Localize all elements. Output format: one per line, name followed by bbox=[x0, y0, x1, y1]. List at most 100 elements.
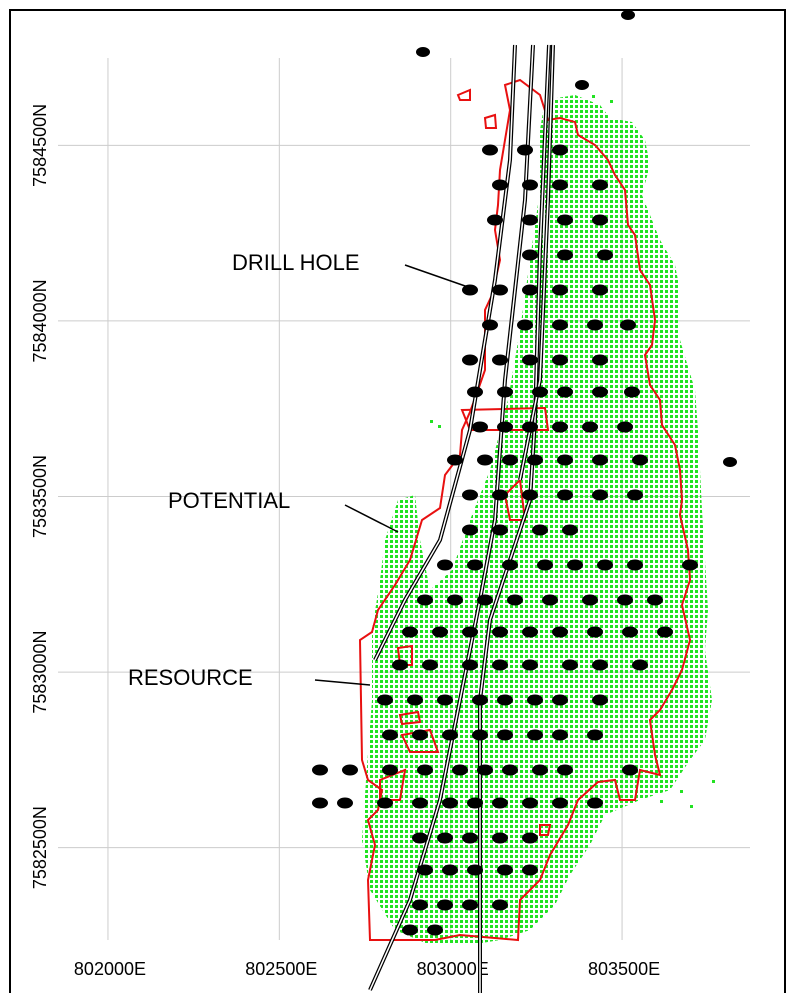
drill-hole bbox=[417, 765, 433, 776]
drill-hole bbox=[522, 627, 538, 638]
drill-hole bbox=[620, 320, 636, 331]
drill-hole bbox=[587, 320, 603, 331]
drill-hole bbox=[527, 695, 543, 706]
drill-hole bbox=[492, 833, 508, 844]
potential-speck bbox=[592, 95, 595, 98]
drill-hole bbox=[507, 595, 523, 606]
drill-hole bbox=[627, 560, 643, 571]
drill-hole bbox=[412, 833, 428, 844]
drill-hole bbox=[582, 595, 598, 606]
drill-hole bbox=[557, 250, 573, 261]
drill-hole bbox=[522, 180, 538, 191]
drill-hole bbox=[522, 798, 538, 809]
drill-hole bbox=[552, 320, 568, 331]
drill-hole bbox=[472, 730, 488, 741]
drill-hole bbox=[502, 455, 518, 466]
drill-hole bbox=[477, 455, 493, 466]
potential-speck bbox=[438, 425, 441, 428]
drill-hole bbox=[492, 660, 508, 671]
drill-hole bbox=[447, 455, 463, 466]
drill-hole bbox=[412, 730, 428, 741]
drill-hole bbox=[412, 798, 428, 809]
drill-hole bbox=[407, 695, 423, 706]
drill-hole bbox=[527, 730, 543, 741]
drill-hole bbox=[587, 730, 603, 741]
drill-hole bbox=[467, 560, 483, 571]
drill-hole bbox=[587, 798, 603, 809]
northing-tick-label: 7583500N bbox=[30, 455, 50, 538]
drill-hole bbox=[682, 560, 698, 571]
drill-hole bbox=[522, 660, 538, 671]
drill-hole bbox=[517, 145, 533, 156]
drill-hole bbox=[592, 387, 608, 398]
potential-speck bbox=[680, 790, 683, 793]
potential-speck bbox=[610, 100, 613, 103]
drill-hole bbox=[492, 900, 508, 911]
drill-hole bbox=[562, 660, 578, 671]
drill-hole bbox=[597, 560, 613, 571]
drill-hole bbox=[532, 525, 548, 536]
drill-hole bbox=[552, 285, 568, 296]
drill-hole bbox=[527, 455, 543, 466]
drill-hole bbox=[477, 765, 493, 776]
resource-outline-label: RESOURCE bbox=[128, 665, 253, 690]
drill-hole bbox=[467, 387, 483, 398]
drill-hole bbox=[467, 798, 483, 809]
drill-hole bbox=[592, 660, 608, 671]
drill-hole bbox=[462, 660, 478, 671]
drill-hole bbox=[422, 660, 438, 671]
drill-hole bbox=[632, 660, 648, 671]
drill-hole bbox=[522, 422, 538, 433]
drill-hole bbox=[462, 525, 478, 536]
drill-hole bbox=[552, 695, 568, 706]
northing-tick-label: 7582500N bbox=[30, 806, 50, 889]
drill-hole bbox=[437, 695, 453, 706]
potential-zone-label: POTENTIAL bbox=[168, 488, 290, 513]
drill-hole bbox=[552, 730, 568, 741]
drill-hole bbox=[624, 387, 640, 398]
drill-hole-label: DRILL HOLE bbox=[232, 250, 360, 275]
drill-hole bbox=[497, 730, 513, 741]
drill-hole bbox=[482, 145, 498, 156]
drill-hole bbox=[472, 695, 488, 706]
drill-hole bbox=[487, 215, 503, 226]
drill-hole bbox=[377, 798, 393, 809]
drill-hole bbox=[437, 900, 453, 911]
drill-hole bbox=[337, 798, 353, 809]
drill-hole bbox=[552, 627, 568, 638]
drill-hole bbox=[382, 730, 398, 741]
drill-hole bbox=[417, 595, 433, 606]
drill-hole bbox=[597, 250, 613, 261]
potential-speck bbox=[690, 805, 693, 808]
drill-hole bbox=[557, 490, 573, 501]
drill-hole bbox=[552, 145, 568, 156]
drill-hole bbox=[342, 765, 358, 776]
drill-hole bbox=[402, 627, 418, 638]
drill-hole bbox=[632, 455, 648, 466]
drill-hole bbox=[462, 900, 478, 911]
drill-hole bbox=[482, 320, 498, 331]
drill-hole bbox=[417, 865, 433, 876]
drill-hole bbox=[442, 865, 458, 876]
drill-hole bbox=[492, 798, 508, 809]
drill-hole bbox=[497, 387, 513, 398]
drill-hole bbox=[462, 627, 478, 638]
potential-speck bbox=[712, 780, 715, 783]
drill-hole bbox=[552, 422, 568, 433]
drill-hole bbox=[437, 833, 453, 844]
drill-hole bbox=[492, 355, 508, 366]
drill-hole bbox=[402, 925, 418, 936]
drill-hole bbox=[497, 865, 513, 876]
drill-hole bbox=[377, 695, 393, 706]
drill-hole bbox=[592, 695, 608, 706]
drill-hole bbox=[647, 595, 663, 606]
potential-speck bbox=[660, 800, 663, 803]
drill-hole bbox=[592, 490, 608, 501]
drill-hole bbox=[522, 355, 538, 366]
drill-hole bbox=[412, 900, 428, 911]
drill-hole bbox=[657, 627, 673, 638]
drill-hole bbox=[492, 285, 508, 296]
drill-hole bbox=[467, 865, 483, 876]
drill-hole bbox=[552, 180, 568, 191]
drill-hole bbox=[432, 627, 448, 638]
